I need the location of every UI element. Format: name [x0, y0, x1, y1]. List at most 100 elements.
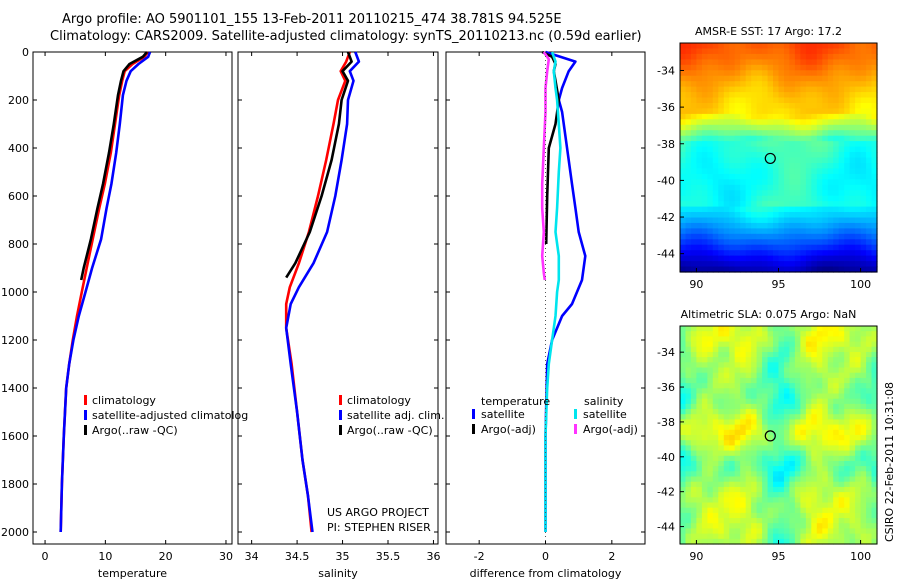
- sla-map-cell: [745, 388, 752, 395]
- sst-map-cell: [778, 81, 785, 88]
- sst-map-cell: [805, 48, 812, 55]
- sst-map-cell: [740, 146, 747, 153]
- sst-map-cell: [696, 64, 703, 71]
- sla-map-cell: [723, 450, 730, 457]
- sst-map-cell: [784, 233, 791, 240]
- sla-map-cell: [745, 398, 752, 405]
- sla-map-cell: [696, 481, 703, 488]
- sst-map-cell: [855, 81, 862, 88]
- sla-map-cell: [762, 398, 769, 405]
- difference-legend-swatch: [472, 409, 475, 419]
- sst-map-cell: [827, 195, 834, 202]
- sst-map-cell: [816, 81, 823, 88]
- sst-map-cell: [860, 163, 867, 170]
- sla-map-cell: [833, 383, 840, 389]
- sla-map-cell: [734, 538, 741, 545]
- sst-map-cell: [740, 141, 747, 148]
- sla-map-cell: [822, 331, 829, 337]
- sst-map-cell: [756, 135, 763, 142]
- sst-map-cell: [729, 53, 736, 60]
- sla-map-cell: [773, 357, 780, 363]
- sla-map-cell: [767, 461, 774, 467]
- sla-map-cell: [871, 497, 878, 504]
- sst-map-cell: [680, 97, 687, 104]
- sst-map-cell: [805, 146, 812, 153]
- sla-map-cell: [723, 377, 730, 384]
- sla-map-cell: [866, 331, 873, 337]
- sla-map-cell: [855, 377, 862, 384]
- sst-map-cell: [680, 228, 687, 235]
- sla-map-cell: [866, 461, 873, 467]
- sla-map-cell: [773, 538, 780, 545]
- sst-map-cell: [833, 173, 840, 180]
- sla-map-cell: [833, 471, 840, 478]
- sst-map-cell: [734, 173, 741, 180]
- sla-map-cell: [745, 372, 752, 379]
- sla-map-cell: [778, 533, 785, 540]
- sst-map-cell: [789, 146, 796, 153]
- sst-map-cell: [685, 113, 692, 120]
- sla-map-cell: [855, 331, 862, 337]
- sst-map-cell: [789, 48, 796, 55]
- sst-map-cell: [690, 70, 697, 77]
- sst-map-cell: [816, 184, 823, 191]
- sla-map-cell: [866, 326, 873, 332]
- sst-map-cell: [712, 135, 719, 142]
- sst-map-cell: [740, 135, 747, 142]
- sla-map-cell: [833, 538, 840, 545]
- sst-map-cell: [778, 168, 785, 175]
- sla-map-cell: [756, 341, 763, 348]
- sla-map-cell: [778, 336, 785, 343]
- sla-map-cell: [762, 409, 769, 415]
- sla-map-cell: [762, 393, 769, 400]
- sla-map-cell: [696, 486, 703, 493]
- sst-map-cell: [707, 168, 714, 175]
- sst-map-cell: [789, 92, 796, 99]
- sst-map-cell: [701, 190, 708, 197]
- sst-map-cell: [712, 130, 719, 137]
- sla-map-cell: [838, 497, 845, 504]
- sst-map-cell: [833, 146, 840, 153]
- sst-map-cell: [712, 59, 719, 66]
- sla-map-cell: [827, 492, 834, 498]
- sst-map-cell: [811, 75, 818, 82]
- sla-map-cell: [680, 481, 687, 488]
- sla-map-cell: [871, 393, 878, 400]
- sla-map-cell: [767, 326, 774, 332]
- sst-map-cell: [707, 233, 714, 240]
- sla-map-cell: [712, 486, 719, 493]
- sst-map-cell: [866, 266, 873, 273]
- sst-map-cell: [712, 195, 719, 202]
- sst-map-cell: [751, 168, 758, 175]
- sst-map-cell: [767, 43, 774, 50]
- sla-map-cell: [723, 538, 730, 545]
- sla-map-cell: [690, 367, 697, 374]
- sla-map-cell: [723, 486, 730, 493]
- sst-map-cell: [800, 222, 807, 229]
- sst-map-cell: [805, 103, 812, 110]
- sst-map-cell: [734, 152, 741, 159]
- sla-map-cell: [827, 419, 834, 426]
- sla-map-cell: [778, 424, 785, 431]
- sst-map-cell: [701, 250, 708, 257]
- sst-map-cell: [767, 86, 774, 93]
- sst-map-cell: [794, 64, 801, 71]
- sla-map-cell: [784, 352, 791, 358]
- sla-map-cell: [756, 403, 763, 410]
- sla-map-cell: [751, 518, 758, 524]
- sla-map-cell: [838, 440, 845, 446]
- sst-map-cell: [734, 53, 741, 60]
- sla-map-cell: [718, 377, 725, 384]
- sst-map-cell: [712, 113, 719, 120]
- sst-map-cell: [822, 266, 829, 273]
- sla-map-cell: [685, 383, 692, 389]
- sla-map-cell: [811, 471, 818, 478]
- sla-map-cell: [751, 523, 758, 529]
- sla-map-cell: [816, 533, 823, 540]
- sla-map-cell: [773, 466, 780, 472]
- sst-map-cell: [789, 64, 796, 71]
- sst-map-cell: [778, 184, 785, 191]
- sla-map-cell: [816, 383, 823, 389]
- sla-map-cell: [871, 372, 878, 379]
- sst-map-cell: [844, 86, 851, 93]
